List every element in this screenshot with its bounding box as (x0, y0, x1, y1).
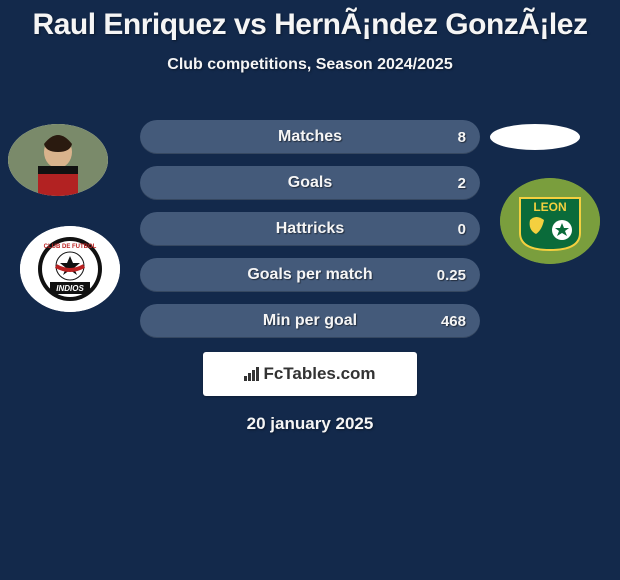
stat-bar-goals: Goals 2 (140, 166, 480, 200)
stat-right-value: 0.25 (437, 267, 466, 284)
brand-text: FcTables.com (263, 364, 375, 384)
stat-bar-hattricks: Hattricks 0 (140, 212, 480, 246)
stat-right-value: 2 (458, 175, 466, 192)
stat-label: Matches (140, 128, 480, 146)
stat-label: Min per goal (140, 312, 480, 330)
stat-label: Goals (140, 174, 480, 192)
stat-bar-matches: Matches 8 (140, 120, 480, 154)
svg-text:CLUB DE FUTBOL: CLUB DE FUTBOL (44, 244, 97, 250)
player2-club-logo: LEON (500, 178, 600, 264)
stat-bar-goals-per-match: Goals per match 0.25 (140, 258, 480, 292)
date-text: 20 january 2025 (140, 414, 480, 434)
subtitle: Club competitions, Season 2024/2025 (0, 56, 620, 74)
stat-right-value: 0 (458, 221, 466, 238)
svg-text:INDIOS: INDIOS (56, 284, 84, 293)
stat-label: Goals per match (140, 266, 480, 284)
player2-photo (490, 124, 580, 150)
stat-right-value: 468 (441, 313, 466, 330)
player1-photo (8, 124, 108, 196)
stat-right-value: 8 (458, 129, 466, 146)
player1-club-logo: CLUB DE FUTBOL INDIOS (20, 226, 120, 312)
chart-icon (244, 367, 259, 381)
svg-text:LEON: LEON (533, 200, 566, 214)
comparison-card: Raul Enriquez vs HernÃ¡ndez GonzÃ¡lez Cl… (0, 0, 620, 580)
stats-bars: Matches 8 Goals 2 Hattricks 0 Goals per … (140, 120, 480, 434)
page-title: Raul Enriquez vs HernÃ¡ndez GonzÃ¡lez (0, 0, 620, 42)
brand-box: FcTables.com (203, 352, 417, 396)
stat-bar-min-per-goal: Min per goal 468 (140, 304, 480, 338)
stat-label: Hattricks (140, 220, 480, 238)
